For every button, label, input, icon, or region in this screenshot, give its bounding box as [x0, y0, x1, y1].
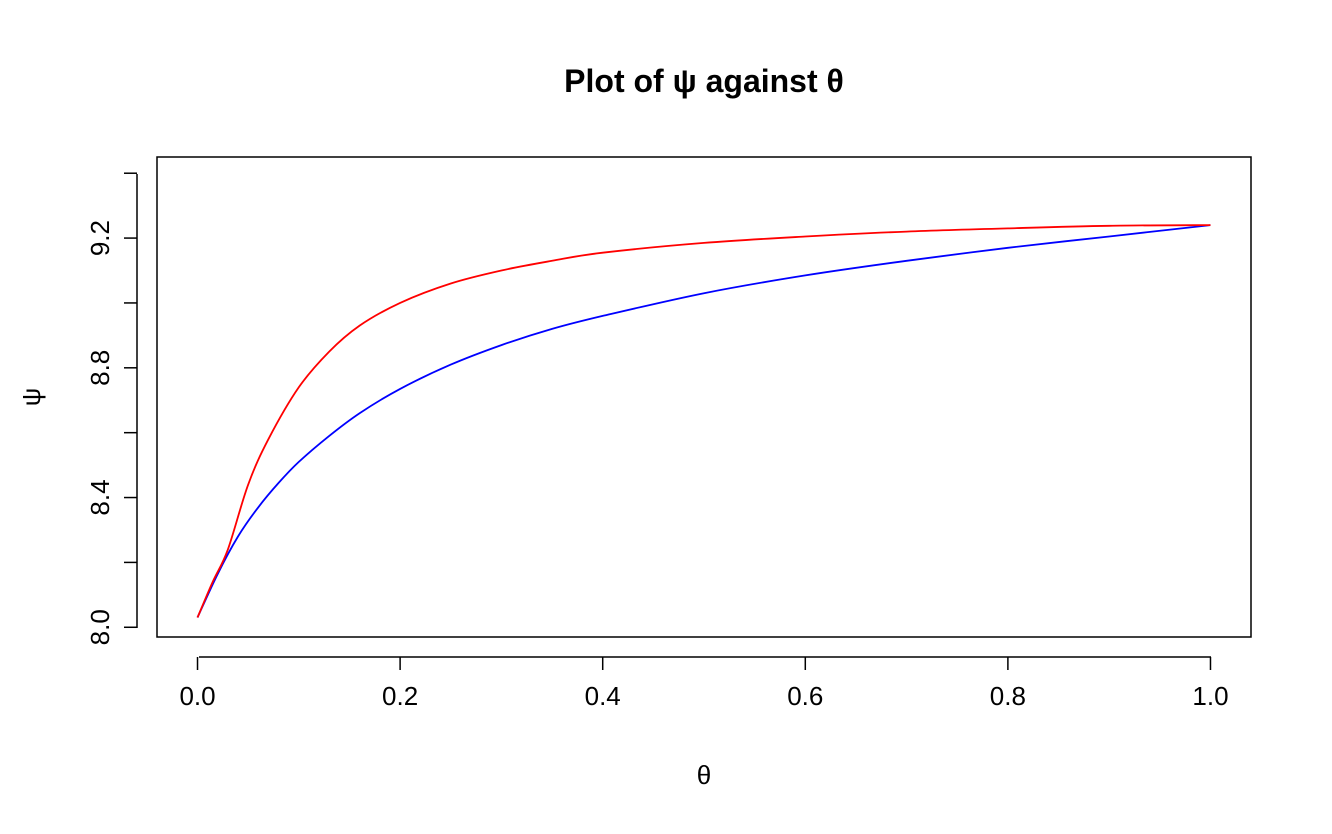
y-tick-label: 8.0 [85, 609, 115, 645]
x-axis-label: θ [697, 760, 711, 790]
x-tick-label: 0.6 [787, 681, 823, 711]
y-axis-ticks: 8.0 8.4 8.8 9.2 [85, 172, 137, 645]
y-axis-label: ψ [16, 388, 46, 407]
y-tick-label: 8.8 [85, 350, 115, 386]
x-tick-label: 0.4 [585, 681, 621, 711]
x-tick-label: 1.0 [1192, 681, 1228, 711]
series-layer [196, 224, 1211, 618]
x-axis-ticks: 0.0 0.2 0.4 0.6 0.8 1.0 [179, 657, 1229, 711]
x-tick-label: 0.0 [179, 681, 215, 711]
plot-area-border [156, 156, 1252, 638]
chart-title: Plot of ψ against θ [564, 63, 844, 99]
y-tick-label: 8.4 [85, 479, 115, 515]
series-line-2 [196, 224, 1211, 618]
x-tick-label: 0.2 [382, 681, 418, 711]
y-tick-label: 9.2 [85, 220, 115, 256]
series-line-1 [196, 224, 1211, 618]
x-tick-label: 0.8 [990, 681, 1026, 711]
